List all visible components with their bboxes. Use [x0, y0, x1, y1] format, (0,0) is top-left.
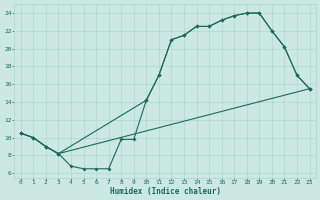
X-axis label: Humidex (Indice chaleur): Humidex (Indice chaleur)	[110, 187, 220, 196]
